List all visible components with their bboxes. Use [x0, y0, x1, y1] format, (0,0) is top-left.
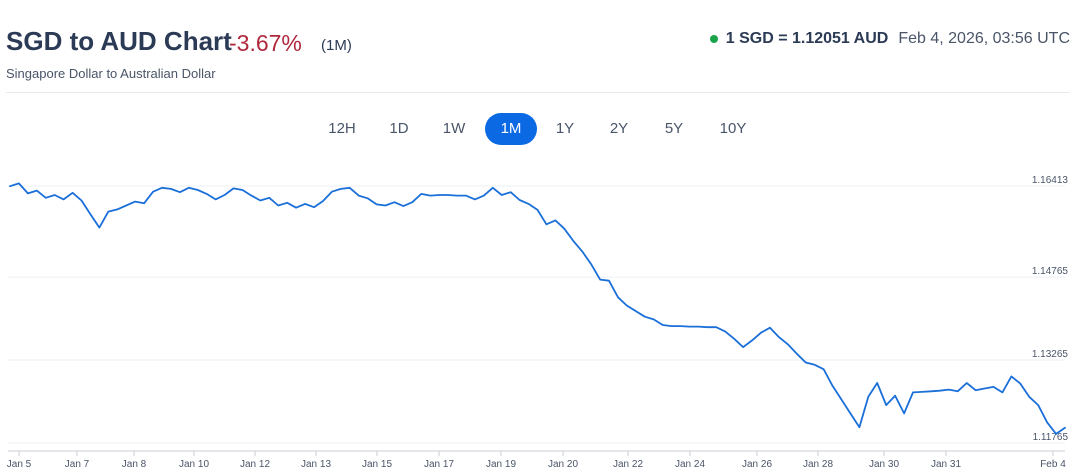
current-rate: 1 SGD = 1.12051 AUD — [725, 30, 889, 47]
x-tick-label: Jan 30 — [869, 459, 899, 470]
tab-1d[interactable]: 1D — [389, 120, 409, 137]
page-subtitle: Singapore Dollar to Australian Dollar — [6, 66, 216, 81]
tab-1m[interactable]: 1M — [485, 113, 537, 145]
tab-10y[interactable]: 10Y — [719, 120, 747, 137]
x-tick-label: Jan 10 — [179, 459, 209, 470]
y-tick-label: 1.16413 — [1032, 175, 1069, 186]
x-tick-label: Jan 19 — [486, 459, 516, 470]
tab-2y[interactable]: 2Y — [609, 120, 629, 137]
period-tabs: 12H 1D 1W 1M 1Y 2Y 5Y 10Y — [0, 113, 1080, 145]
x-tick-label: Jan 26 — [742, 459, 772, 470]
page-title: SGD to AUD Chart — [6, 26, 232, 56]
x-tick-label: Jan 5 — [7, 459, 32, 470]
tab-12h[interactable]: 12H — [328, 120, 356, 137]
x-tick-label: Feb 4 — [1040, 459, 1066, 470]
y-tick-label: 1.14765 — [1032, 266, 1069, 277]
x-tick-label: Jan 31 — [931, 459, 961, 470]
x-tick-label: Jan 22 — [613, 459, 643, 470]
rate-summary: 1 SGD = 1.12051 AUD Feb 4, 2026, 03:56 U… — [709, 30, 1070, 48]
y-tick-label: 1.11765 — [1033, 432, 1069, 443]
x-tick-label: Jan 12 — [240, 459, 270, 470]
tab-5y[interactable]: 5Y — [664, 120, 684, 137]
live-dot-icon — [709, 35, 718, 43]
rate-series-line — [9, 182, 1066, 435]
tab-1y[interactable]: 1Y — [555, 120, 575, 137]
x-tick-label: Jan 28 — [803, 459, 833, 470]
x-tick-label: Jan 13 — [301, 459, 331, 470]
x-tick-label: Jan 7 — [65, 459, 90, 470]
x-tick-label: Jan 15 — [362, 459, 392, 470]
period-label: (1M) — [321, 37, 352, 54]
header-divider — [6, 92, 1070, 93]
percent-change: -3.67% — [229, 30, 302, 56]
y-tick-label: 1.13265 — [1032, 349, 1069, 360]
x-tick-label: Jan 8 — [122, 459, 147, 470]
x-tick-label: Jan 20 — [548, 459, 578, 470]
rate-timestamp: Feb 4, 2026, 03:56 UTC — [898, 30, 1070, 47]
tab-1w[interactable]: 1W — [442, 120, 466, 137]
x-tick-label: Jan 17 — [424, 459, 454, 470]
x-tick-label: Jan 24 — [675, 459, 705, 470]
